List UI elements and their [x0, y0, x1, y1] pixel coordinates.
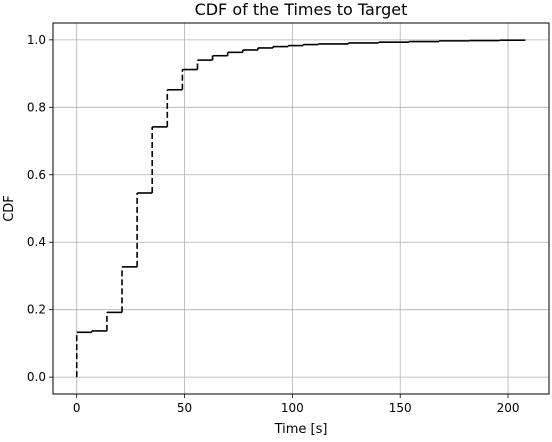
x-tick-label: 0	[73, 401, 81, 415]
y-tick-label: 0.4	[27, 235, 46, 249]
plot-frame	[52, 22, 550, 395]
x-tick-label: 200	[497, 401, 520, 415]
y-tick-label: 1.0	[27, 33, 46, 47]
y-tick-label: 0.0	[27, 370, 46, 384]
x-tick-label: 50	[177, 401, 192, 415]
chart-title: CDF of the Times to Target	[195, 0, 408, 19]
series-layer	[75, 39, 527, 378]
y-ticks: 0.0 0.2 0.4 0.6 0.8 1.0	[27, 33, 53, 384]
y-tick-label: 0.2	[27, 303, 46, 317]
x-ticks: 0 50 100 150 200	[73, 394, 520, 415]
x-axis-title: Time [s]	[274, 422, 328, 437]
y-axis-title: CDF	[2, 195, 17, 222]
grid	[53, 23, 549, 394]
y-tick-label: 0.6	[27, 168, 46, 182]
x-tick-label: 100	[281, 401, 304, 415]
y-tick-label: 0.8	[27, 100, 46, 114]
x-tick-label: 150	[389, 401, 412, 415]
